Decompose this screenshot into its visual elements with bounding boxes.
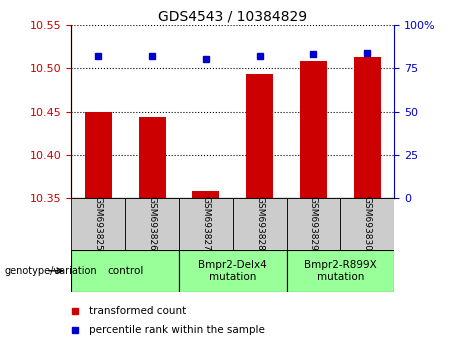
Text: GSM693827: GSM693827 xyxy=(201,196,210,251)
Text: transformed count: transformed count xyxy=(89,306,186,315)
Text: Bmpr2-Delx4
mutation: Bmpr2-Delx4 mutation xyxy=(198,260,267,282)
Text: control: control xyxy=(107,266,143,276)
Bar xyxy=(340,198,394,250)
Text: percentile rank within the sample: percentile rank within the sample xyxy=(89,325,265,335)
Text: genotype/variation: genotype/variation xyxy=(5,266,97,276)
Bar xyxy=(139,117,165,198)
Text: GSM693829: GSM693829 xyxy=(309,196,318,251)
Bar xyxy=(71,250,179,292)
Bar xyxy=(85,112,112,198)
Text: GSM693828: GSM693828 xyxy=(255,196,264,251)
Text: GSM693826: GSM693826 xyxy=(148,196,157,251)
Text: GSM693825: GSM693825 xyxy=(94,196,103,251)
Bar xyxy=(71,198,125,250)
Bar xyxy=(287,250,394,292)
Bar xyxy=(179,250,287,292)
Bar xyxy=(179,198,233,250)
Text: GSM693830: GSM693830 xyxy=(363,196,372,251)
Bar xyxy=(300,61,327,198)
Bar xyxy=(193,191,219,198)
Title: GDS4543 / 10384829: GDS4543 / 10384829 xyxy=(158,10,307,24)
Bar xyxy=(354,57,381,198)
Bar xyxy=(287,198,340,250)
Text: Bmpr2-R899X
mutation: Bmpr2-R899X mutation xyxy=(304,260,377,282)
Bar xyxy=(125,198,179,250)
Bar xyxy=(233,198,287,250)
Bar xyxy=(246,74,273,198)
